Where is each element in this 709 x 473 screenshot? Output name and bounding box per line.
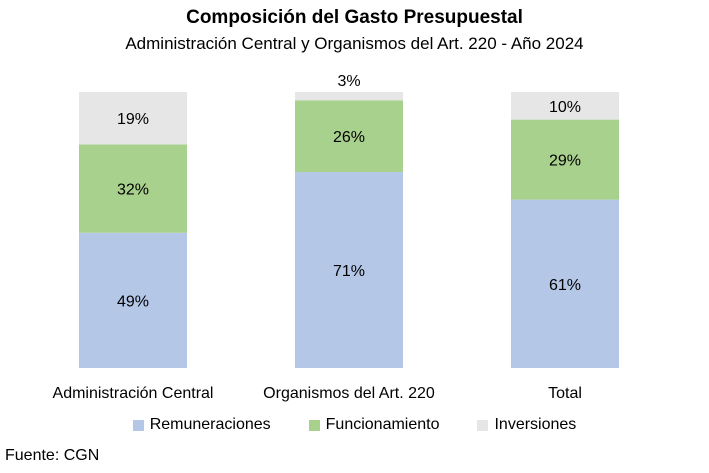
legend-label-funcionamiento: Funcionamiento [325,416,440,433]
chart-subtitle: Administración Central y Organismos del … [125,34,584,53]
legend-item-remuneraciones: Remuneraciones [132,414,271,436]
data-label-inversiones-organismos-del-art-220: 3% [337,73,360,90]
category-label-organismos-del-art-220: Organismos del Art. 220 [263,385,435,402]
data-label-funcionamiento-organismos-del-art-220: 26% [333,129,365,146]
bar-inversiones-organismos-del-art-220 [295,92,403,101]
legend-swatch-remuneraciones [132,419,144,431]
data-label-remuneraciones-administracion-central: 49% [117,293,149,310]
source-note: Fuente: CGN [5,447,100,464]
legend-swatch-funcionamiento [308,419,320,431]
legend-swatch-inversiones [477,419,489,431]
data-label-inversiones-administracion-central: 19% [117,111,149,128]
bar-funcionamiento-total [511,119,619,200]
category-label-total: Total [548,385,582,402]
chart-title: Composición del Gasto Presupuestal [186,7,523,28]
legend-label-inversiones: Inversiones [494,416,577,433]
data-label-remuneraciones-total: 61% [549,277,581,294]
legend-label-remuneraciones: Remuneraciones [149,416,271,433]
bar-inversiones-administracion-central [79,92,187,145]
bar-inversiones-total [511,92,619,120]
legend-item-inversiones: Inversiones [477,414,576,436]
bar-remuneraciones-administracion-central [79,232,187,368]
chart-legend: Remuneraciones Funcionamiento Inversione… [0,414,709,436]
bar-funcionamiento-organismos-del-art-220 [295,100,403,173]
bar-remuneraciones-organismos-del-art-220 [295,172,403,368]
data-label-funcionamiento-administracion-central: 32% [117,182,149,199]
category-label-administracion-central: Administración Central [53,385,214,402]
bar-remuneraciones-total [511,199,619,368]
bar-funcionamiento-administracion-central [79,144,187,233]
data-label-inversiones-total: 10% [549,99,581,116]
legend-item-funcionamiento: Funcionamiento [308,414,440,436]
data-label-funcionamiento-total: 29% [549,153,581,170]
data-label-remuneraciones-organismos-del-art-220: 71% [333,263,365,280]
